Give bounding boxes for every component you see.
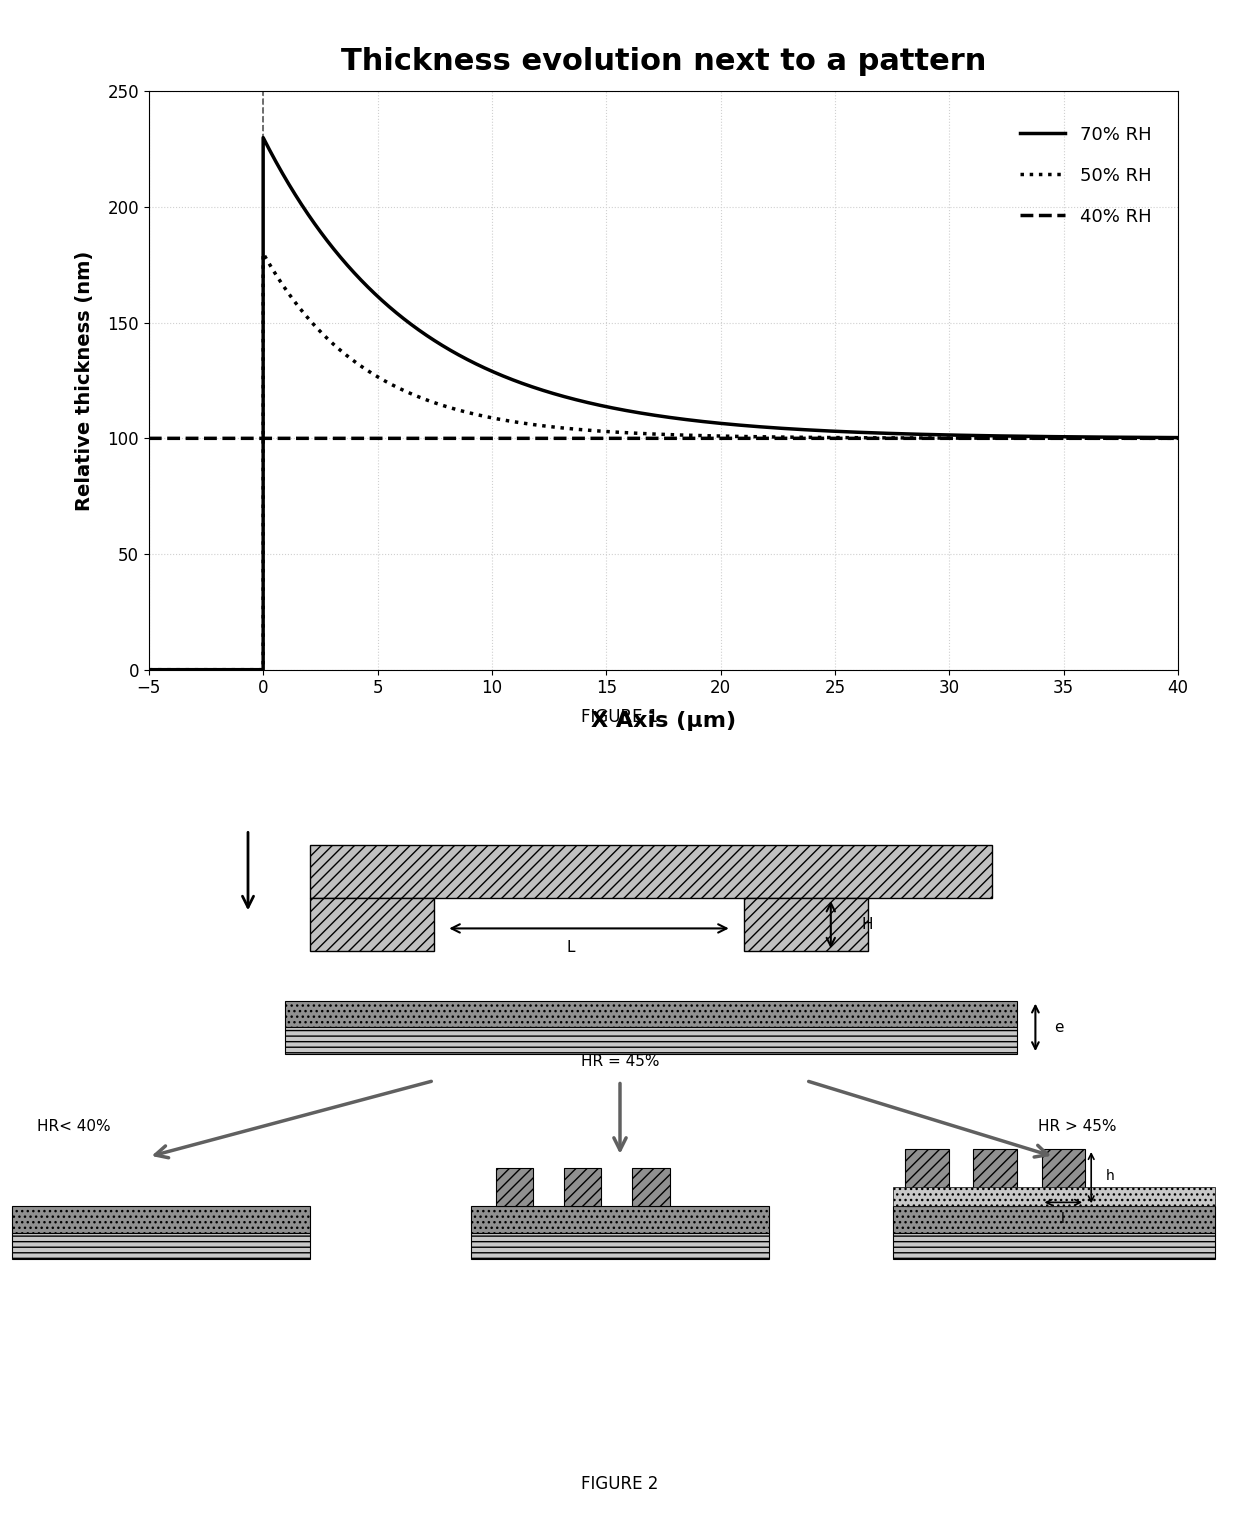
Text: H: H [862,918,873,931]
Text: FIGURE 2: FIGURE 2 [582,1475,658,1493]
Text: FIGURE 1: FIGURE 1 [582,708,658,726]
Text: HR = 45%: HR = 45% [580,1055,660,1068]
Bar [471,1233,769,1260]
Text: L: L [567,939,574,954]
Bar [744,898,868,951]
Bar [564,1169,601,1205]
Bar [285,1027,1017,1053]
Title: Thickness evolution next to a pattern: Thickness evolution next to a pattern [341,47,986,76]
Bar [632,1169,670,1205]
X-axis label: X Axis (μm): X Axis (μm) [590,711,737,731]
Y-axis label: Relative thickness (nm): Relative thickness (nm) [74,251,93,510]
Bar [12,1233,310,1260]
Bar [973,1149,1017,1205]
Text: HR > 45%: HR > 45% [1038,1119,1116,1134]
Bar [893,1233,1215,1260]
Text: l: l [1060,1212,1065,1225]
Bar [310,845,992,898]
Bar [893,1187,1215,1205]
Bar [285,1001,1017,1027]
Bar [1042,1149,1085,1205]
Bar [310,898,434,951]
Text: h: h [1106,1169,1115,1183]
Bar [905,1149,949,1205]
Bar [12,1205,310,1233]
Bar [471,1205,769,1233]
Legend: 70% RH, 50% RH, 40% RH: 70% RH, 50% RH, 40% RH [1013,117,1158,233]
Text: e: e [1054,1020,1064,1035]
Bar [893,1205,1215,1233]
Bar [496,1169,533,1205]
Text: HR< 40%: HR< 40% [37,1119,110,1134]
